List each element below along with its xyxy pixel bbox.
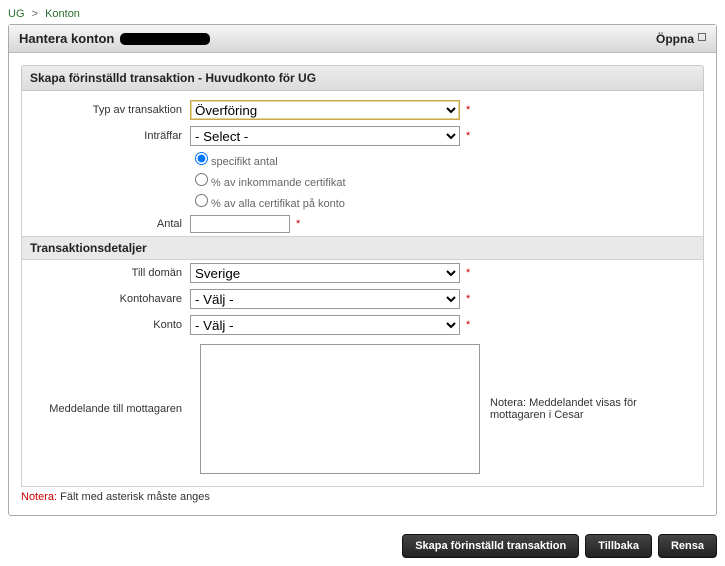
panel-header: Hantera konton Öppna — [9, 25, 716, 53]
radio-label-2: % av inkommande certifikat — [211, 177, 346, 189]
back-button[interactable]: Tillbaka — [585, 534, 652, 558]
clear-button[interactable]: Rensa — [658, 534, 717, 558]
panel-body: Skapa förinställd transaktion - Huvudkon… — [9, 53, 716, 515]
input-count[interactable] — [190, 215, 290, 233]
label-transaction-type: Typ av transaktion — [30, 104, 190, 116]
open-link[interactable]: Öppna — [656, 32, 706, 46]
radio-option-2[interactable]: % av inkommande certifikat — [190, 170, 703, 191]
select-account[interactable]: - Välj - — [190, 315, 460, 335]
row-occurs: Inträffar - Select - * — [22, 123, 703, 149]
select-transaction-type[interactable]: Överföring — [190, 100, 460, 120]
redacted-text — [120, 33, 210, 45]
create-button[interactable]: Skapa förinställd transaktion — [402, 534, 579, 558]
radio-label-3: % av alla certifikat på konto — [211, 198, 345, 210]
row-count: Antal * — [22, 212, 703, 236]
label-occurs: Inträffar — [30, 130, 190, 142]
label-count: Antal — [30, 218, 190, 230]
radio-option-3[interactable]: % av alla certifikat på konto — [190, 191, 703, 212]
section1-header: Skapa förinställd transaktion - Huvudkon… — [21, 65, 704, 91]
row-domain: Till domän Sverige * — [22, 260, 703, 286]
select-domain[interactable]: Sverige — [190, 263, 460, 283]
panel-title-text: Hantera konton — [19, 31, 114, 46]
breadcrumb-current[interactable]: Konton — [45, 8, 80, 20]
section2-header: Transaktionsdetaljer — [22, 236, 703, 260]
radio-specific[interactable] — [195, 152, 208, 165]
select-occurs[interactable]: - Select - — [190, 126, 460, 146]
open-link-label: Öppna — [656, 32, 694, 46]
row-message: Meddelande till mottagaren Notera: Medde… — [22, 338, 703, 480]
radio-label-1: specifikt antal — [211, 156, 278, 168]
required-marker: * — [466, 293, 470, 305]
breadcrumb-sep: > — [32, 8, 38, 20]
row-holder: Kontohavare - Välj - * — [22, 286, 703, 312]
required-marker: * — [466, 319, 470, 331]
footnote-text: Fält med asterisk måste anges — [57, 491, 210, 503]
breadcrumb: UG > Konton — [8, 8, 717, 20]
label-message: Meddelande till mottagaren — [30, 403, 190, 415]
footnote: Notera: Fält med asterisk måste anges — [21, 491, 704, 503]
required-marker: * — [466, 130, 470, 142]
required-marker: * — [466, 267, 470, 279]
radio-pct-all[interactable] — [195, 194, 208, 207]
popout-icon — [698, 33, 706, 41]
message-note: Notera: Meddelandet visas för mottagaren… — [490, 397, 690, 421]
required-marker: * — [296, 218, 300, 230]
footnote-prefix: Notera: — [21, 491, 57, 503]
section1-body: Typ av transaktion Överföring * Inträffa… — [21, 91, 704, 487]
radio-pct-incoming[interactable] — [195, 173, 208, 186]
select-holder[interactable]: - Välj - — [190, 289, 460, 309]
label-account: Konto — [30, 319, 190, 331]
panel-title: Hantera konton — [19, 31, 210, 46]
required-marker: * — [466, 104, 470, 116]
row-account: Konto - Välj - * — [22, 312, 703, 338]
breadcrumb-root[interactable]: UG — [8, 8, 25, 20]
radio-group-amount-type: specifikt antal % av inkommande certifik… — [22, 149, 703, 212]
radio-option-1[interactable]: specifikt antal — [190, 149, 703, 170]
button-bar: Skapa förinställd transaktion Tillbaka R… — [8, 534, 717, 558]
main-panel: Hantera konton Öppna Skapa förinställd t… — [8, 24, 717, 516]
label-domain: Till domän — [30, 267, 190, 279]
row-transaction-type: Typ av transaktion Överföring * — [22, 97, 703, 123]
label-holder: Kontohavare — [30, 293, 190, 305]
textarea-message[interactable] — [200, 344, 480, 474]
